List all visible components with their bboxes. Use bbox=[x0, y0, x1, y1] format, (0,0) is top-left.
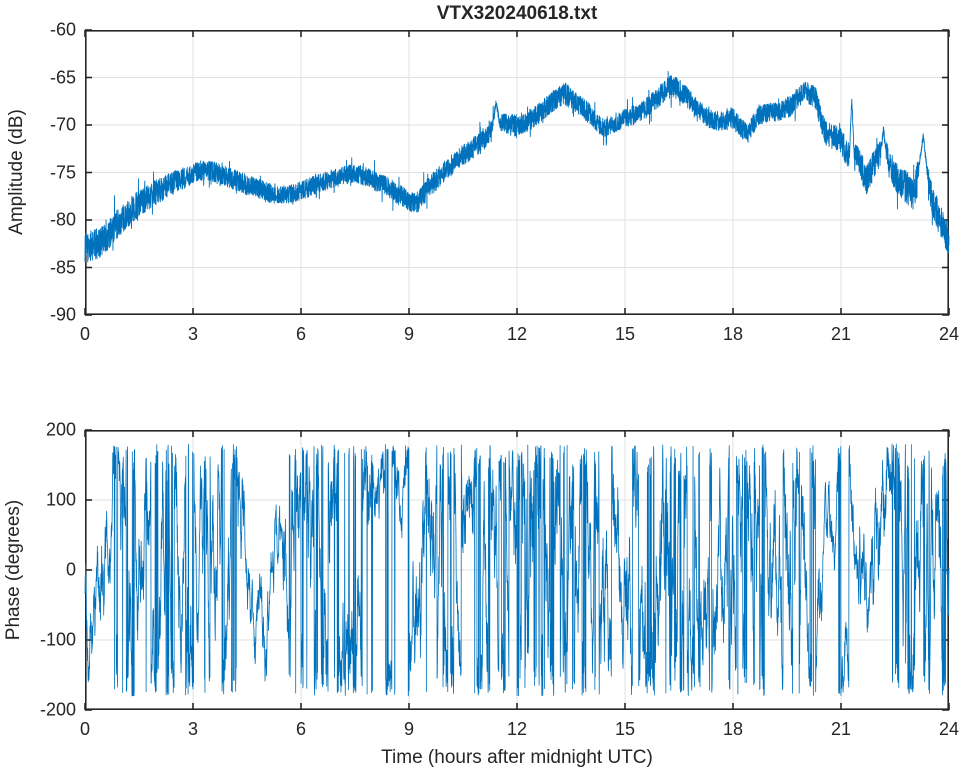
phase-y-axis-label: Phase (degrees) bbox=[3, 499, 24, 641]
x-tick-label: 9 bbox=[403, 324, 415, 344]
x-tick-label: 15 bbox=[614, 324, 636, 344]
y-tick-label: 100 bbox=[45, 489, 76, 510]
x-tick-label: 21 bbox=[830, 324, 852, 344]
y-tick-label: 0 bbox=[65, 559, 76, 580]
phase-trace bbox=[84, 443, 950, 697]
x-tick-label: 21 bbox=[830, 719, 852, 739]
x-tick-label: 9 bbox=[403, 719, 415, 739]
amplitude-chart-svg bbox=[84, 29, 950, 316]
y-tick-label: -85 bbox=[49, 257, 76, 277]
amplitude-trace bbox=[84, 71, 950, 263]
y-tick-label: -80 bbox=[49, 209, 76, 230]
y-tick-label: -65 bbox=[49, 67, 76, 87]
y-tick-label: -200 bbox=[39, 699, 76, 720]
y-tick-label: -70 bbox=[49, 114, 76, 135]
y-tick-label: -60 bbox=[49, 19, 76, 40]
x-tick-label: 18 bbox=[722, 719, 744, 739]
x-tick-label: 12 bbox=[506, 719, 528, 739]
x-tick-label: 18 bbox=[722, 324, 744, 344]
y-tick-label: 200 bbox=[45, 419, 76, 440]
x-tick-label: 3 bbox=[187, 324, 199, 344]
y-tick-label: -100 bbox=[39, 629, 76, 650]
y-tick-label: -90 bbox=[49, 304, 76, 325]
x-tick-label: 15 bbox=[614, 719, 636, 739]
phase-chart-svg bbox=[84, 429, 950, 711]
amplitude-y-axis-label: Amplitude (dB) bbox=[6, 109, 27, 235]
x-axis-label: Time (hours after midnight UTC) bbox=[381, 747, 653, 768]
x-tick-label: 6 bbox=[295, 324, 307, 344]
x-tick-label: 6 bbox=[295, 719, 307, 739]
x-tick-label: 24 bbox=[938, 719, 960, 739]
x-tick-label: 12 bbox=[506, 324, 528, 344]
chart-title: VTX320240618.txt bbox=[436, 3, 598, 24]
x-tick-label: 3 bbox=[187, 719, 199, 739]
x-tick-label: 24 bbox=[938, 324, 960, 344]
x-tick-label: 0 bbox=[79, 324, 91, 344]
y-tick-label: -75 bbox=[49, 162, 76, 182]
x-tick-label: 0 bbox=[79, 719, 91, 739]
